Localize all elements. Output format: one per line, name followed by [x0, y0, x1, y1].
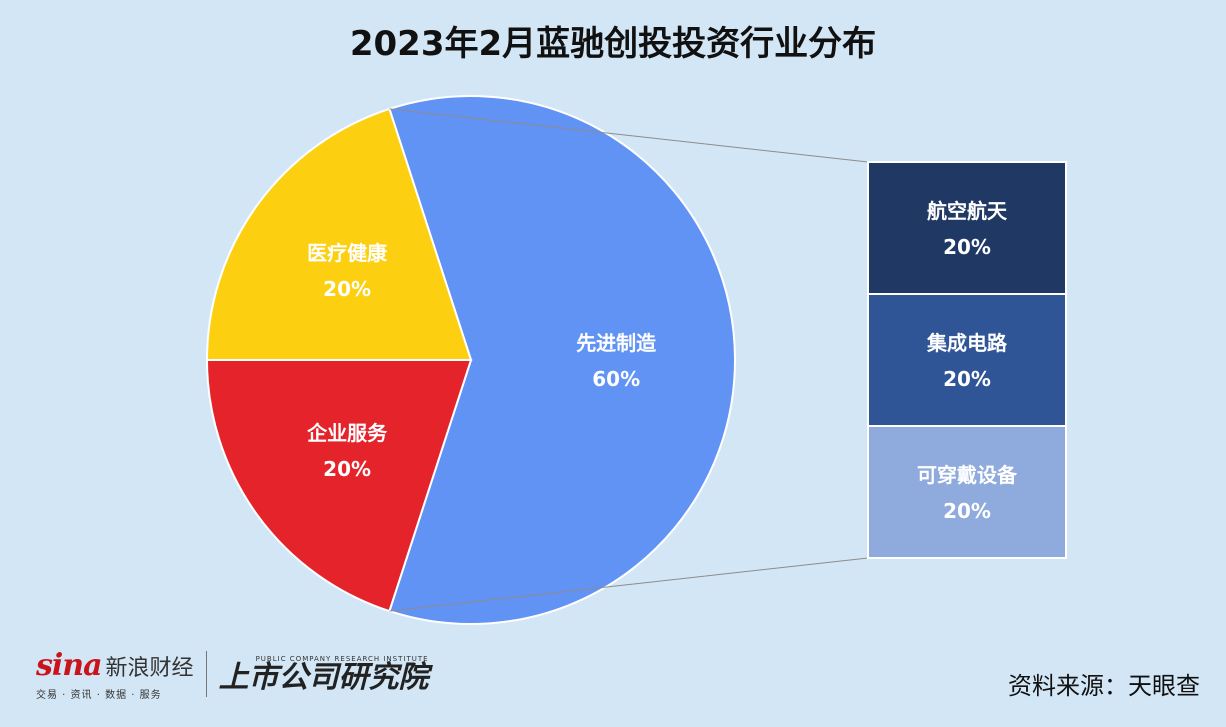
breakdown-segment-1	[867, 161, 1067, 295]
institute-english-name: PUBLIC COMPANY RESEARCH INSTITUTE	[255, 655, 429, 663]
slice-value-1: 60%	[592, 367, 640, 391]
breakdown-label-3: 可穿戴设备	[917, 463, 1018, 487]
sina-logo-block: sina 新浪财经 交易 · 资讯 · 数据 · 服务	[36, 648, 194, 701]
breakdown-segment-2	[867, 293, 1067, 427]
sina-mark: sina	[36, 647, 103, 683]
slice-value-3: 20%	[323, 277, 371, 301]
slice-value-2: 20%	[323, 457, 371, 481]
pie-slice-1	[388, 95, 736, 625]
connector-line-top	[389, 108, 869, 163]
sina-brand-subtitle: 交易 · 资讯 · 数据 · 服务	[36, 689, 162, 701]
institute-chinese-name: 上市公司研究院	[218, 660, 429, 695]
pie-slice-3	[205, 107, 473, 361]
breakdown-value-2: 20%	[943, 367, 991, 391]
sina-finance-logo: sina 新浪财经 交易 · 资讯 · 数据 · 服务 PUBLIC COMPA…	[36, 648, 429, 701]
breakdown-value-3: 20%	[943, 499, 991, 523]
connector-line-bottom	[389, 557, 869, 612]
chart-title: 2023年2月蓝驰创投投资行业分布	[349, 24, 877, 64]
institute-logo-block: PUBLIC COMPANY RESEARCH INSTITUTE 上市公司研究…	[219, 655, 429, 693]
breakdown-value-1: 20%	[943, 235, 991, 259]
sina-brand-name: 新浪财经	[105, 655, 194, 681]
slice-label-2: 企业服务	[306, 421, 388, 445]
slice-label-3: 医疗健康	[307, 241, 388, 265]
logo-divider	[205, 651, 207, 697]
source-note: 资料来源：天眼查	[1008, 672, 1200, 700]
breakdown-label-2: 集成电路	[926, 331, 1008, 355]
pie-slice-2	[205, 359, 473, 613]
breakdown-segment-3	[867, 425, 1067, 559]
slice-label-1: 先进制造	[576, 331, 657, 355]
breakdown-label-1: 航空航天	[927, 199, 1008, 223]
